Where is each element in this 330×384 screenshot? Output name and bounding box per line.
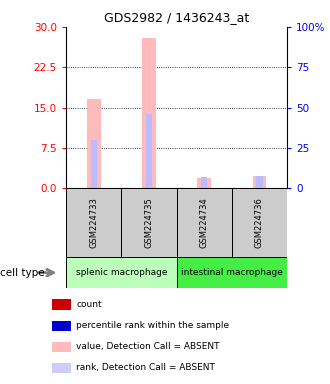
Text: GSM224736: GSM224736 <box>255 197 264 248</box>
Text: GSM224734: GSM224734 <box>200 197 209 248</box>
Bar <box>52 342 71 352</box>
Bar <box>52 363 71 373</box>
Bar <box>142 38 156 188</box>
Title: GDS2982 / 1436243_at: GDS2982 / 1436243_at <box>104 11 249 24</box>
Bar <box>66 188 121 257</box>
Bar <box>177 188 232 257</box>
Bar <box>87 99 101 188</box>
Bar <box>52 300 71 310</box>
Text: value, Detection Call = ABSENT: value, Detection Call = ABSENT <box>77 342 220 351</box>
Bar <box>256 176 263 188</box>
Text: cell type: cell type <box>0 268 45 278</box>
Text: percentile rank within the sample: percentile rank within the sample <box>77 321 230 330</box>
Text: GSM224733: GSM224733 <box>89 197 98 248</box>
Text: splenic macrophage: splenic macrophage <box>76 268 167 277</box>
Bar <box>66 257 177 288</box>
Text: rank, Detection Call = ABSENT: rank, Detection Call = ABSENT <box>77 363 215 372</box>
Bar <box>121 188 177 257</box>
Bar <box>201 177 207 188</box>
Bar <box>146 114 152 188</box>
Text: count: count <box>77 300 102 309</box>
Bar <box>52 321 71 331</box>
Bar <box>90 140 97 188</box>
Text: intestinal macrophage: intestinal macrophage <box>181 268 283 277</box>
Bar <box>232 188 287 257</box>
Text: GSM224735: GSM224735 <box>145 197 153 248</box>
Bar <box>252 176 266 188</box>
Bar <box>177 257 287 288</box>
Bar <box>197 179 211 188</box>
